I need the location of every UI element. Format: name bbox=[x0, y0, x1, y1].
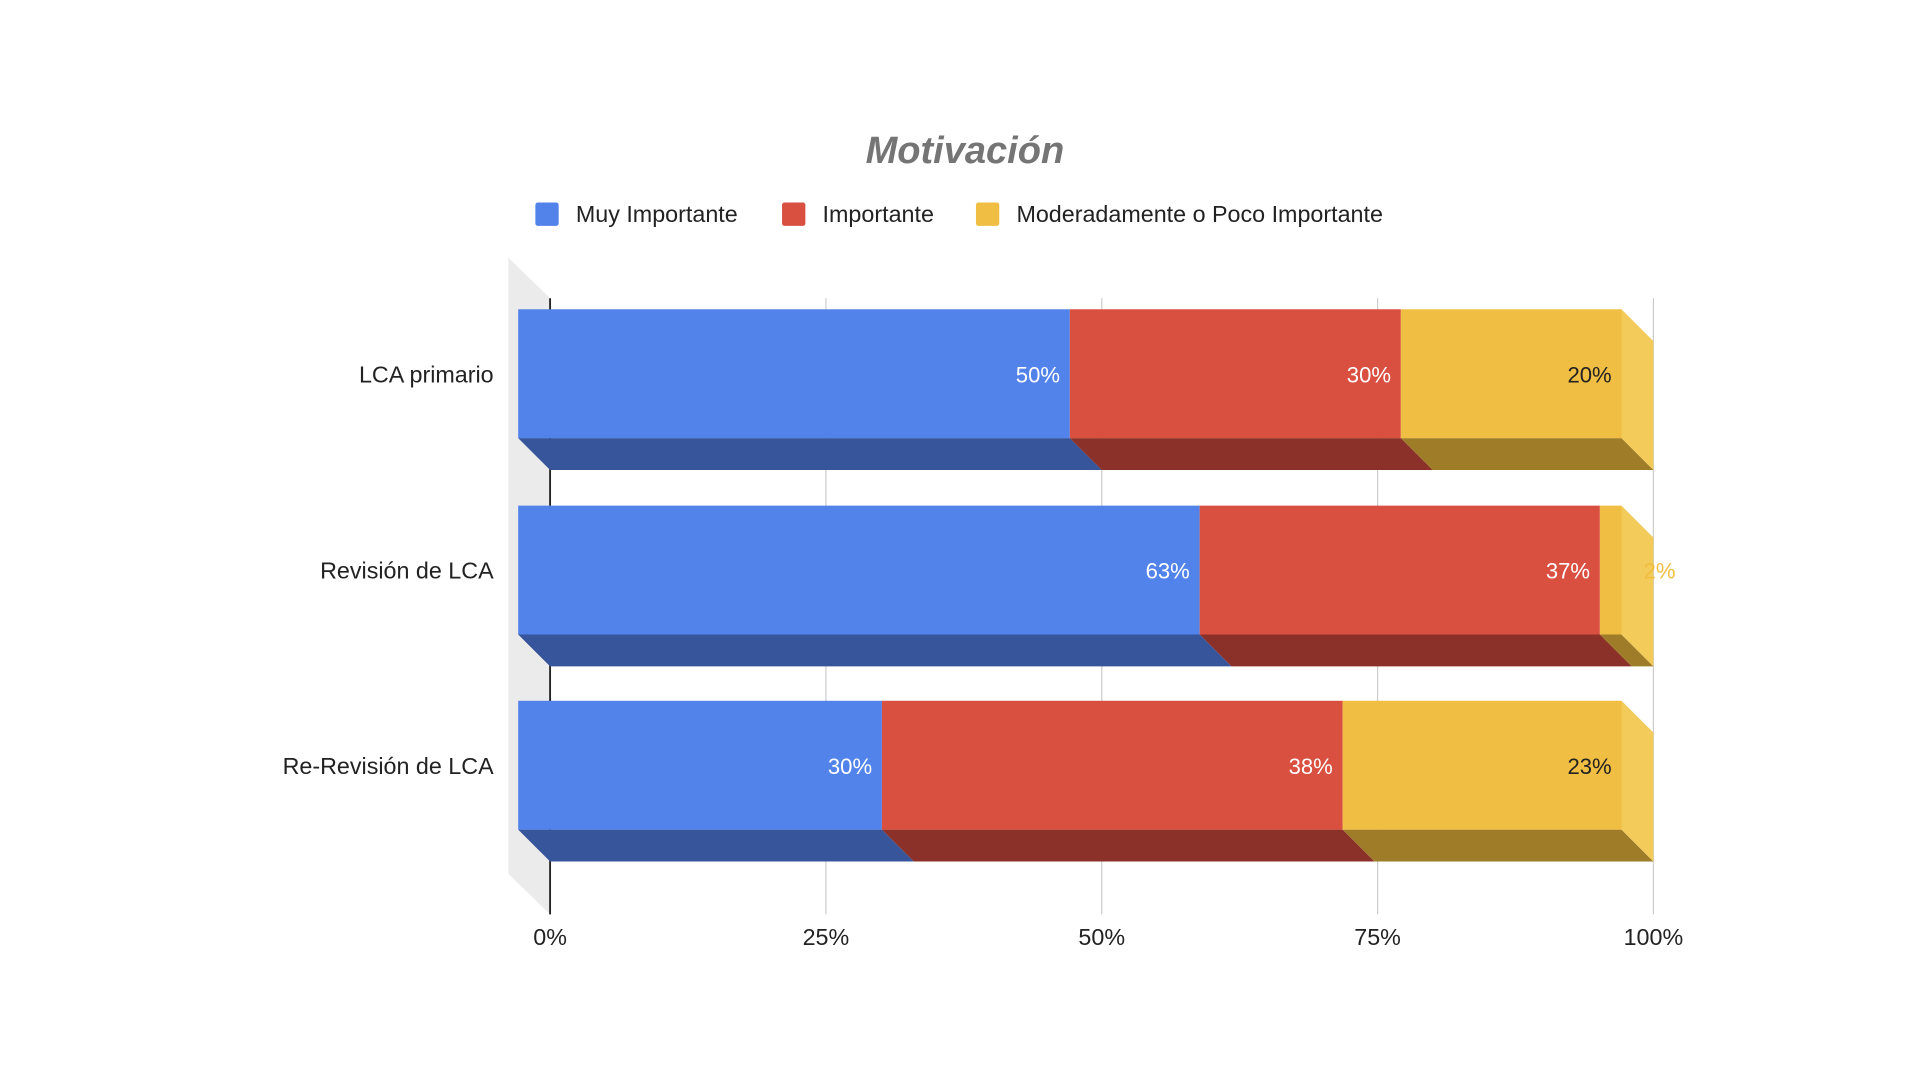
category-label: Re-Revisión de LCA bbox=[283, 753, 495, 779]
data-label: 38% bbox=[1289, 754, 1333, 779]
legend-label: Moderadamente o Poco Importante bbox=[1016, 201, 1383, 227]
bar-bottom-face bbox=[1599, 634, 1654, 667]
bar-segment bbox=[1069, 309, 1401, 439]
x-tick-label: 100% bbox=[1624, 924, 1684, 950]
x-tick-label: 0% bbox=[533, 924, 567, 950]
category-label: Revisión de LCA bbox=[320, 558, 494, 584]
bar-bottom-face bbox=[1199, 634, 1632, 667]
legend-label: Muy Importante bbox=[576, 201, 738, 227]
bar-bottom-face bbox=[1400, 438, 1654, 471]
legend-swatch bbox=[975, 202, 1000, 226]
bar-segment bbox=[518, 700, 882, 830]
data-label: 23% bbox=[1567, 754, 1611, 779]
bar-segment bbox=[518, 309, 1070, 439]
x-tick-label: 25% bbox=[803, 924, 850, 950]
legend-swatch bbox=[782, 202, 806, 226]
x-tick-label: 50% bbox=[1078, 924, 1125, 950]
data-label: 30% bbox=[1347, 362, 1391, 387]
category-label: LCA primario bbox=[359, 361, 494, 387]
legend-swatch bbox=[535, 202, 559, 226]
bar-segment bbox=[1342, 700, 1622, 830]
bar-side-face bbox=[1621, 505, 1654, 667]
bar-bottom-face bbox=[1069, 438, 1433, 471]
data-label: 63% bbox=[1146, 559, 1190, 584]
legend: Muy Importante Importante Moderadamente o … bbox=[535, 201, 1383, 227]
bar-segment bbox=[1400, 309, 1622, 439]
data-label: 50% bbox=[1016, 362, 1060, 387]
data-label: 30% bbox=[828, 754, 872, 779]
bar-bottom-face bbox=[881, 829, 1375, 862]
bar-segment bbox=[1199, 505, 1600, 635]
legend-label: Importante bbox=[823, 201, 934, 227]
bar-segment bbox=[881, 700, 1343, 830]
bar-bottom-face bbox=[518, 438, 1102, 471]
bar-bottom-face bbox=[518, 634, 1232, 667]
data-label: 2% bbox=[1644, 559, 1676, 584]
bar-segment bbox=[1599, 505, 1622, 635]
bar-segment bbox=[518, 505, 1200, 635]
data-label: 20% bbox=[1567, 362, 1611, 387]
bar-bottom-face bbox=[1342, 829, 1654, 862]
chart-title: Motivación bbox=[866, 130, 1065, 172]
x-tick-label: 75% bbox=[1354, 924, 1401, 950]
data-label: 37% bbox=[1546, 559, 1590, 584]
bar-side-face bbox=[1621, 700, 1654, 862]
bar-bottom-face bbox=[518, 829, 914, 862]
plot-area: 0% 25% 50% 75% 100% LCA primario 50% 30% 20% Revi… bbox=[283, 257, 1684, 950]
bar-side-face bbox=[1621, 309, 1654, 471]
